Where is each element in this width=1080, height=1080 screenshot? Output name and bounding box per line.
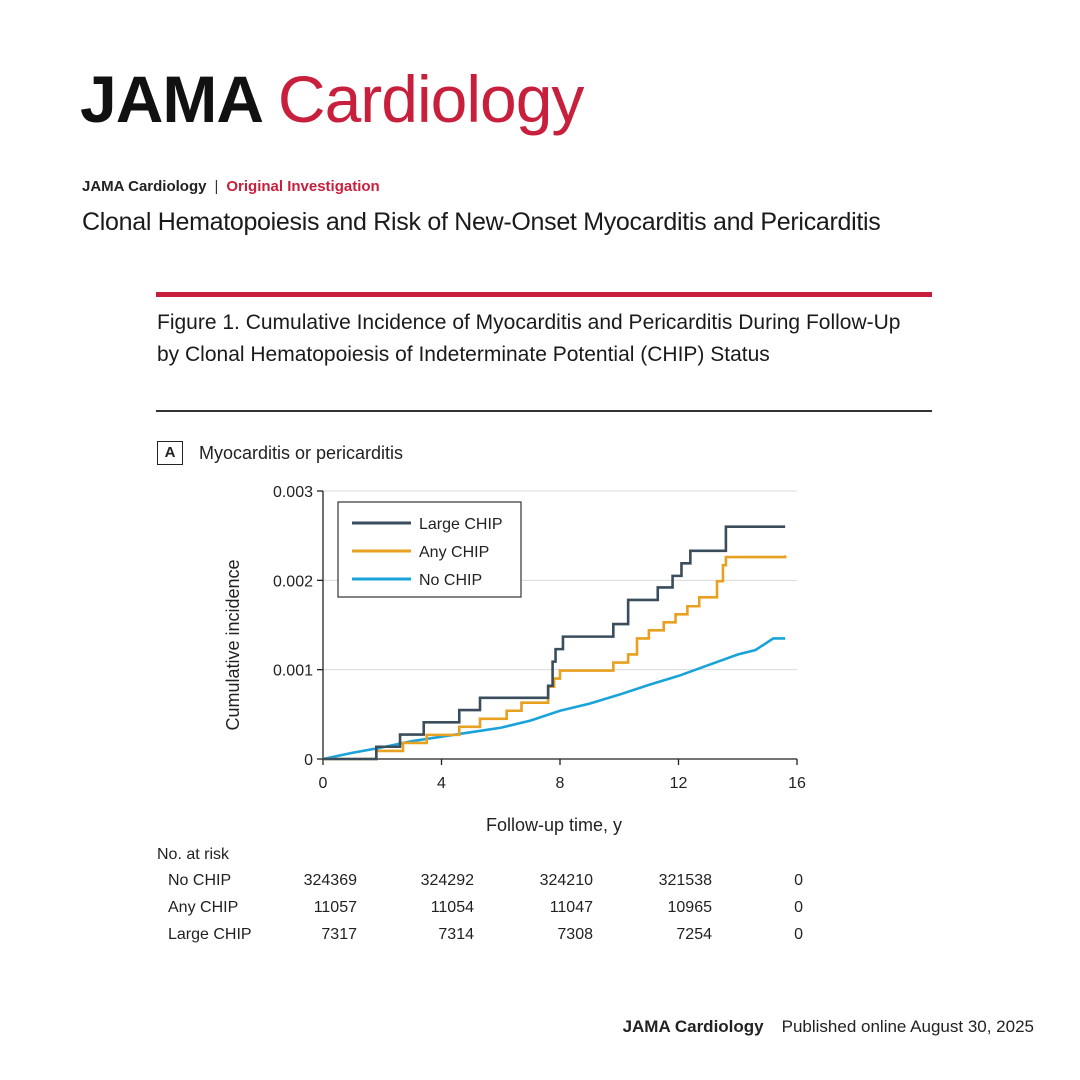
series-line-any-chip	[323, 555, 787, 761]
footer-published: Published online August 30, 2025	[781, 1017, 1034, 1036]
y-tick-label: 0.002	[273, 573, 313, 590]
kicker-separator: |	[214, 178, 219, 195]
panel-letter: A	[157, 441, 183, 465]
article-type: Original Investigation	[226, 178, 380, 195]
journal-logo: JAMA Cardiology	[80, 66, 584, 132]
legend-label: No CHIP	[419, 572, 482, 589]
y-tick-label: 0.001	[273, 663, 313, 680]
panel-title: Myocarditis or pericarditis	[199, 443, 404, 463]
x-tick-label: 0	[319, 775, 328, 792]
series-line-no-chip	[322, 637, 786, 761]
x-axis-label: Follow-up time, y	[486, 815, 622, 835]
kicker-journal: JAMA Cardiology	[82, 178, 207, 195]
x-tick-label: 12	[670, 775, 688, 792]
x-tick-label: 8	[556, 775, 565, 792]
logo-jama: JAMA	[80, 62, 262, 136]
footer: JAMA Cardiology Published online August 3…	[623, 1017, 1034, 1037]
logo-cardiology: Cardiology	[277, 62, 584, 136]
article-title: Clonal Hematopoiesis and Risk of New-Ons…	[82, 208, 881, 236]
figure-bottom-rule	[156, 410, 932, 412]
legend-label: Any CHIP	[419, 544, 489, 561]
footer-journal: JAMA Cardiology	[622, 1017, 764, 1036]
legend-label: Large CHIP	[419, 516, 503, 533]
x-tick-label: 4	[437, 775, 446, 792]
figure-caption: Figure 1. Cumulative Incidence of Myocar…	[157, 311, 901, 366]
series-line-large-chip	[323, 525, 786, 761]
figure-top-rule	[156, 292, 932, 297]
y-tick-label: 0.003	[273, 484, 313, 501]
x-tick-label: 16	[788, 775, 806, 792]
y-tick-label: 0	[304, 752, 313, 769]
y-axis-label: Cumulative incidence	[223, 559, 243, 730]
article-kicker: JAMA Cardiology | Original Investigation	[82, 178, 380, 195]
